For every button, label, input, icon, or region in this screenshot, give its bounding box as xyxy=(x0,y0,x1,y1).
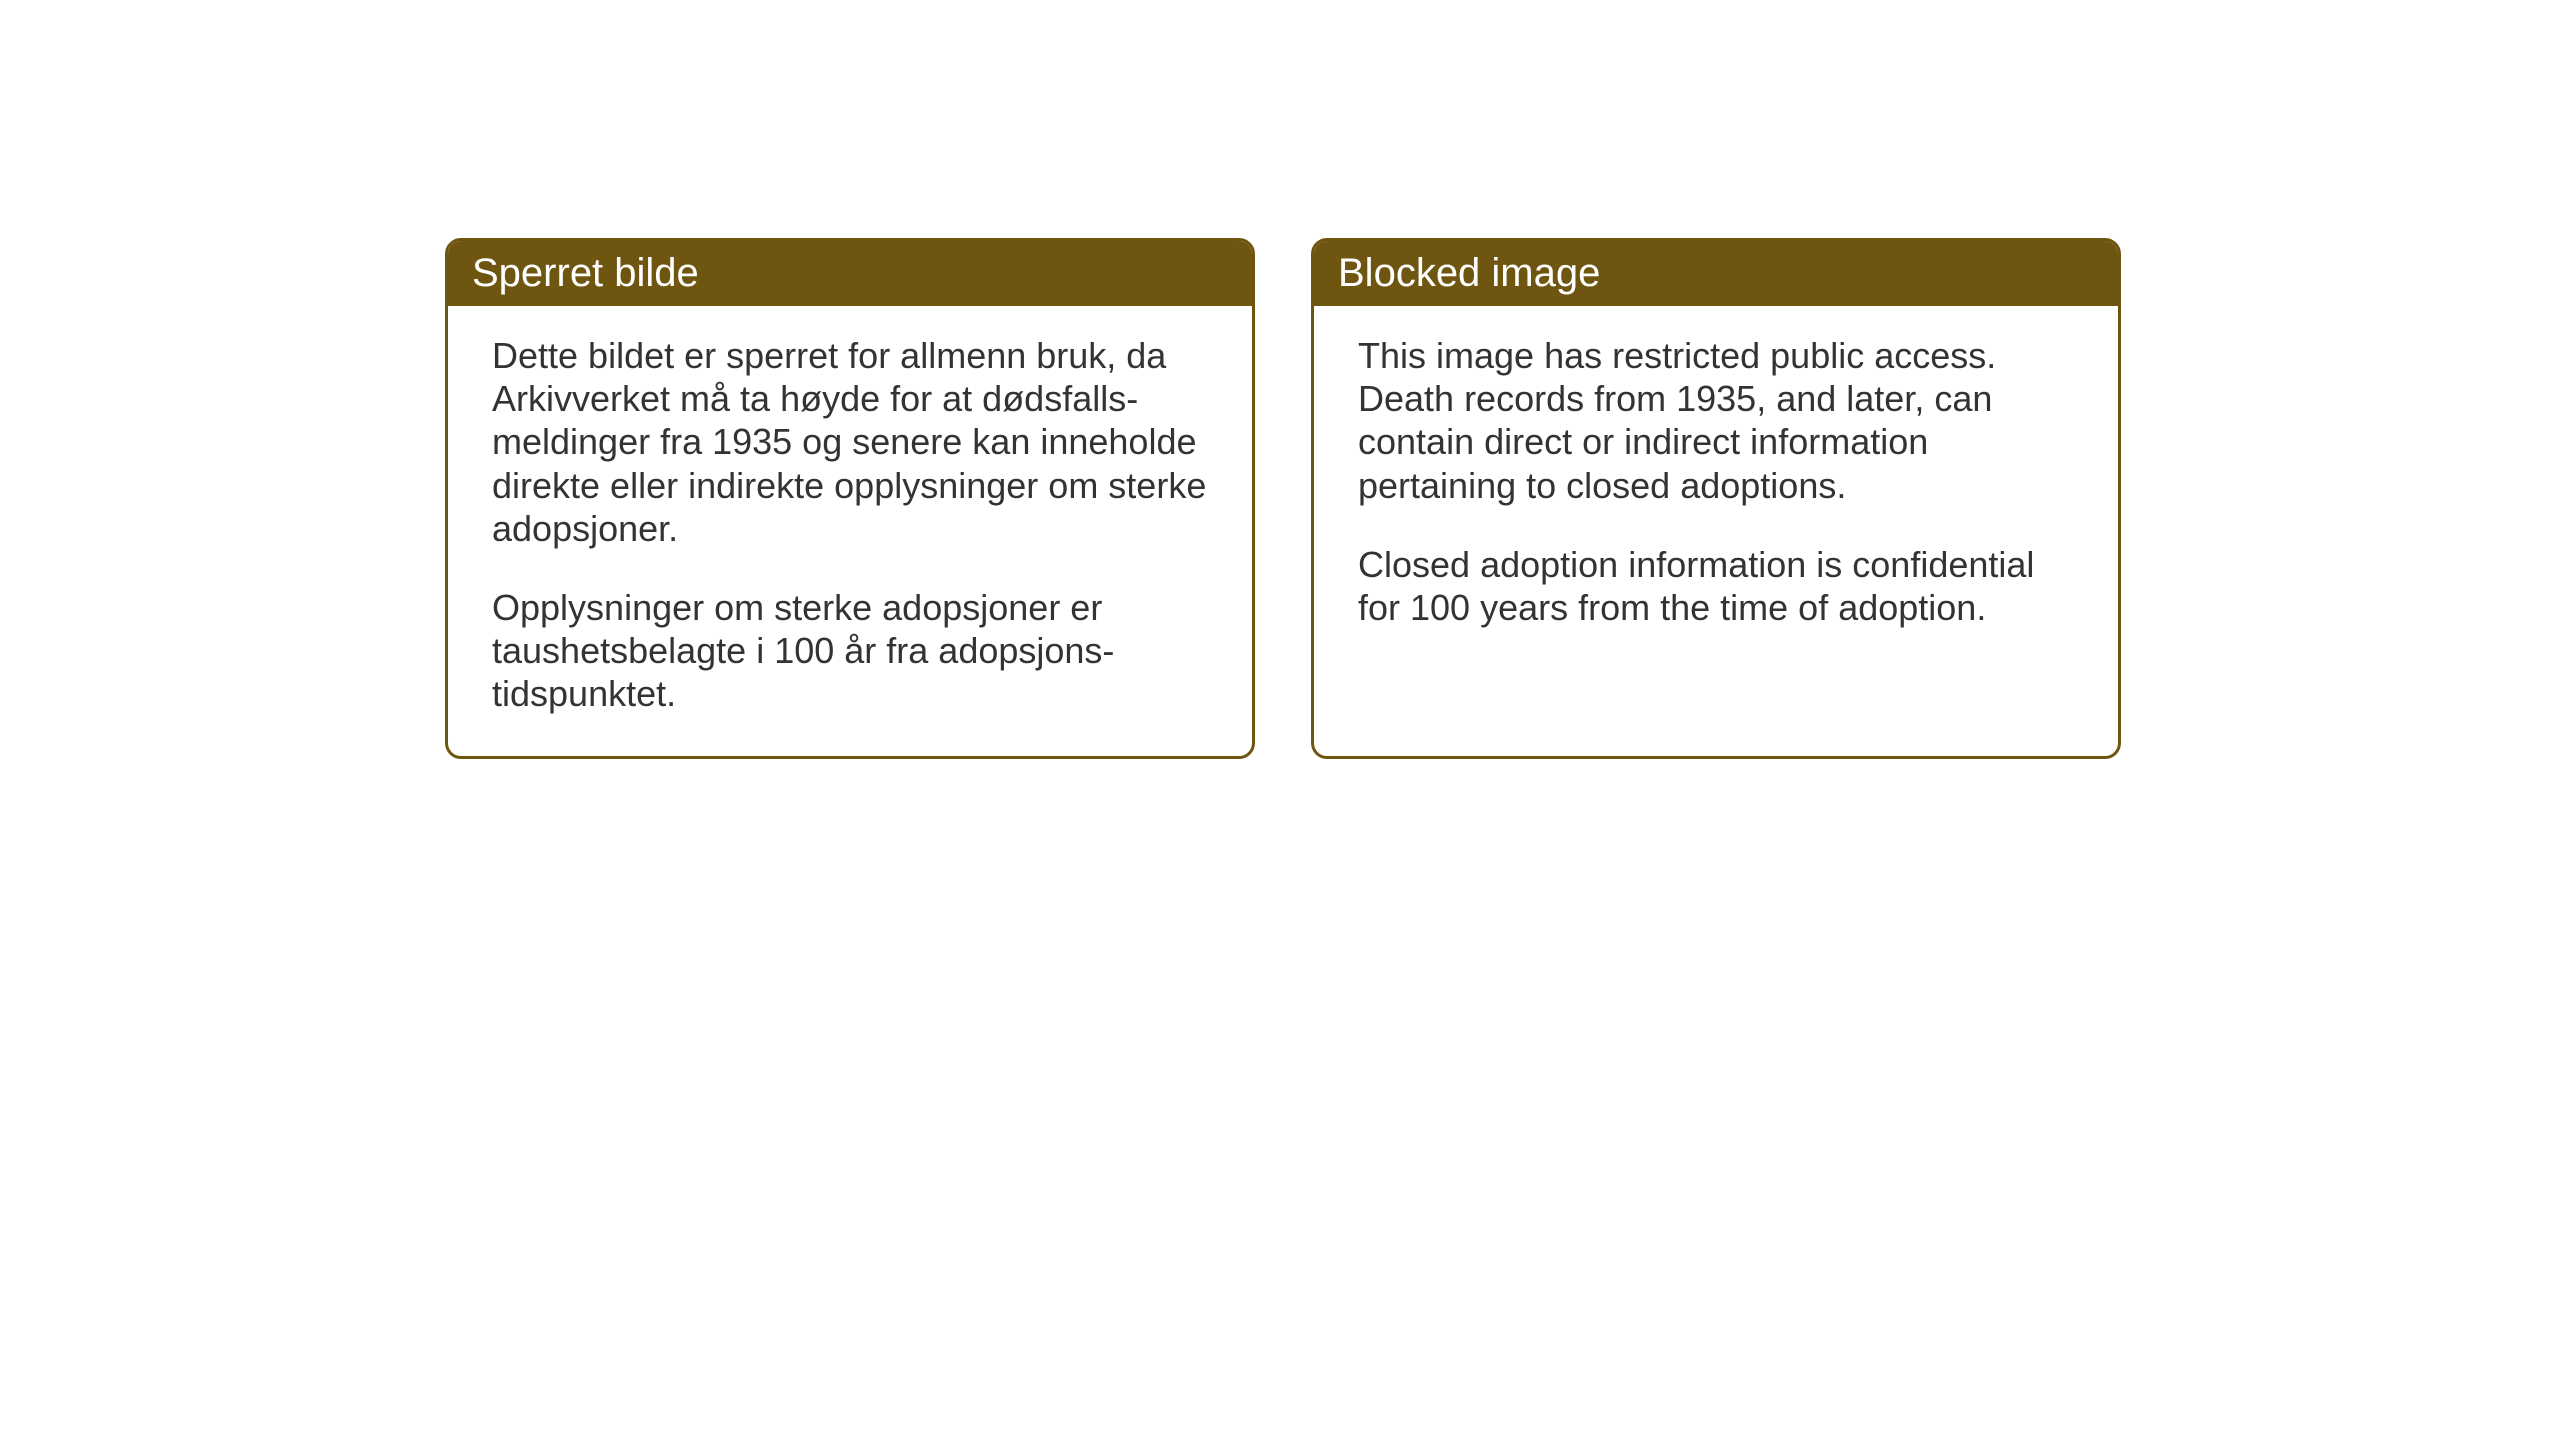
norwegian-card-title: Sperret bilde xyxy=(472,251,699,295)
cards-container: Sperret bilde Dette bildet er sperret fo… xyxy=(445,238,2121,759)
norwegian-card: Sperret bilde Dette bildet er sperret fo… xyxy=(445,238,1255,759)
english-paragraph-2: Closed adoption information is confident… xyxy=(1358,543,2078,629)
english-card-body: This image has restricted public access.… xyxy=(1314,306,2118,709)
english-card-title: Blocked image xyxy=(1338,251,1600,295)
norwegian-paragraph-2: Opplysninger om sterke adopsjoner er tau… xyxy=(492,586,1212,716)
english-card: Blocked image This image has restricted … xyxy=(1311,238,2121,759)
norwegian-card-header: Sperret bilde xyxy=(448,241,1252,306)
norwegian-paragraph-1: Dette bildet er sperret for allmenn bruk… xyxy=(492,334,1212,550)
norwegian-card-body: Dette bildet er sperret for allmenn bruk… xyxy=(448,306,1252,756)
english-paragraph-1: This image has restricted public access.… xyxy=(1358,334,2078,507)
english-card-header: Blocked image xyxy=(1314,241,2118,306)
